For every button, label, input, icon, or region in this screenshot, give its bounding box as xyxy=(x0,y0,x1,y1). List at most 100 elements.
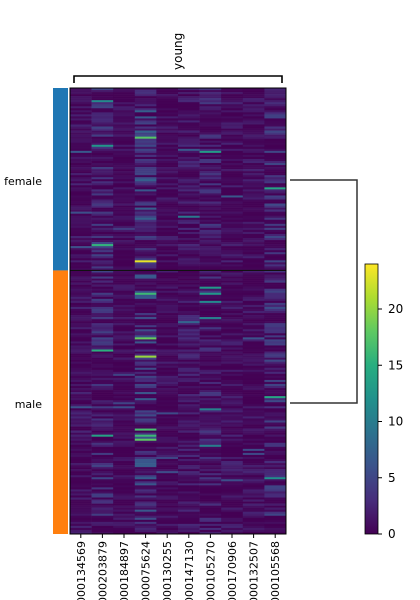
heatmap-cell xyxy=(178,288,200,292)
heatmap-cell xyxy=(264,325,287,328)
heatmap-cell xyxy=(134,296,157,300)
heatmap-cell xyxy=(221,351,244,354)
heatmap-cell xyxy=(113,353,136,356)
heatmap-cell xyxy=(264,142,287,146)
heatmap-cell xyxy=(113,104,136,107)
heatmap-cell xyxy=(178,306,200,310)
heatmap-cell xyxy=(264,298,287,302)
heatmap-cell xyxy=(221,209,244,212)
heatmap-cell xyxy=(264,369,287,373)
heatmap-cell xyxy=(113,396,136,399)
heatmap-cell xyxy=(91,523,114,527)
heatmap-cell xyxy=(199,367,222,371)
heatmap-cell xyxy=(91,452,114,456)
heatmap-cell xyxy=(91,398,114,401)
heatmap-cell xyxy=(264,416,287,419)
heatmap-cell xyxy=(156,345,179,348)
heatmap-cell xyxy=(70,173,92,176)
heatmap-cells xyxy=(70,88,287,535)
heatmap-cell xyxy=(221,254,244,257)
heatmap-cell xyxy=(156,286,179,289)
heatmap-cell xyxy=(156,266,179,269)
heatmap-cell xyxy=(221,521,244,525)
heatmap-cell xyxy=(199,341,222,344)
heatmap-cell xyxy=(70,438,92,442)
heatmap-cell xyxy=(156,296,179,300)
heatmap-cell xyxy=(134,452,157,456)
heatmap-cell xyxy=(113,294,136,298)
heatmap-cell xyxy=(70,487,92,490)
heatmap-cell xyxy=(113,300,136,304)
heatmap-cell xyxy=(70,353,92,356)
heatmap-cell xyxy=(199,266,222,269)
heatmap-cell xyxy=(242,371,265,375)
heatmap-cell xyxy=(199,122,222,125)
heatmap-cell xyxy=(91,189,114,192)
heatmap-cell xyxy=(91,262,114,265)
heatmap-cell xyxy=(242,154,265,158)
heatmap-cell xyxy=(199,201,222,204)
heatmap-cell xyxy=(199,517,222,521)
colorbar-tick-label: 15 xyxy=(388,358,403,372)
heatmap-cell xyxy=(134,311,157,314)
heatmap-cell xyxy=(178,483,200,486)
heatmap-cell xyxy=(113,428,136,431)
heatmap-cell xyxy=(264,422,287,425)
heatmap-cell xyxy=(242,286,265,289)
heatmap-cell xyxy=(178,167,200,170)
heatmap-cell xyxy=(70,515,92,519)
heatmap-cell xyxy=(156,209,179,212)
heatmap-cell xyxy=(70,134,92,137)
heatmap-cell xyxy=(134,400,157,403)
heatmap-cell xyxy=(264,233,287,237)
heatmap-cell xyxy=(221,406,244,409)
heatmap-cell xyxy=(199,165,222,168)
heatmap-cell xyxy=(156,525,179,529)
heatmap-cell xyxy=(178,193,200,196)
heatmap-cell xyxy=(199,219,222,223)
heatmap-cell xyxy=(134,136,157,139)
heatmap-cell xyxy=(199,390,222,393)
heatmap-cell xyxy=(178,410,200,413)
heatmap-cell xyxy=(113,317,136,320)
heatmap-cell xyxy=(242,335,265,338)
heatmap-cell xyxy=(264,436,287,440)
heatmap-cell xyxy=(199,491,222,494)
heatmap-cell xyxy=(134,142,157,146)
heatmap-cell xyxy=(113,158,136,162)
heatmap-cell xyxy=(242,412,265,415)
heatmap-cell xyxy=(199,523,222,527)
heatmap-cell xyxy=(242,418,265,421)
heatmap-cell xyxy=(91,428,114,431)
heatmap-cell xyxy=(221,394,244,397)
heatmap-cell xyxy=(178,426,200,429)
heatmap-cell xyxy=(91,349,114,352)
heatmap-cell xyxy=(221,345,244,348)
heatmap-cell xyxy=(134,290,157,294)
heatmap-cell xyxy=(156,167,179,170)
heatmap-cell xyxy=(156,205,179,208)
heatmap-cell xyxy=(242,244,265,247)
heatmap-cell xyxy=(178,158,200,162)
heatmap-cell xyxy=(91,128,114,131)
heatmap-cell xyxy=(70,88,92,91)
heatmap-cell xyxy=(91,379,114,383)
heatmap-cell xyxy=(242,158,265,162)
heatmap-cell xyxy=(221,225,244,229)
heatmap-cell xyxy=(134,531,157,535)
heatmap-cell xyxy=(221,359,244,362)
heatmap-cell xyxy=(264,365,287,369)
heatmap-cell xyxy=(113,349,136,352)
heatmap-cell xyxy=(134,420,157,423)
heatmap-cell xyxy=(113,306,136,310)
heatmap-cell xyxy=(113,483,136,486)
heatmap-cell xyxy=(264,479,287,482)
heatmap-cell xyxy=(242,392,265,395)
heatmap-cell xyxy=(134,410,157,413)
heatmap-cell xyxy=(221,130,244,133)
heatmap-cell xyxy=(113,315,136,318)
heatmap-cell xyxy=(156,290,179,294)
heatmap-cell xyxy=(113,418,136,421)
heatmap-cell xyxy=(91,280,114,283)
heatmap-cell xyxy=(221,160,244,164)
